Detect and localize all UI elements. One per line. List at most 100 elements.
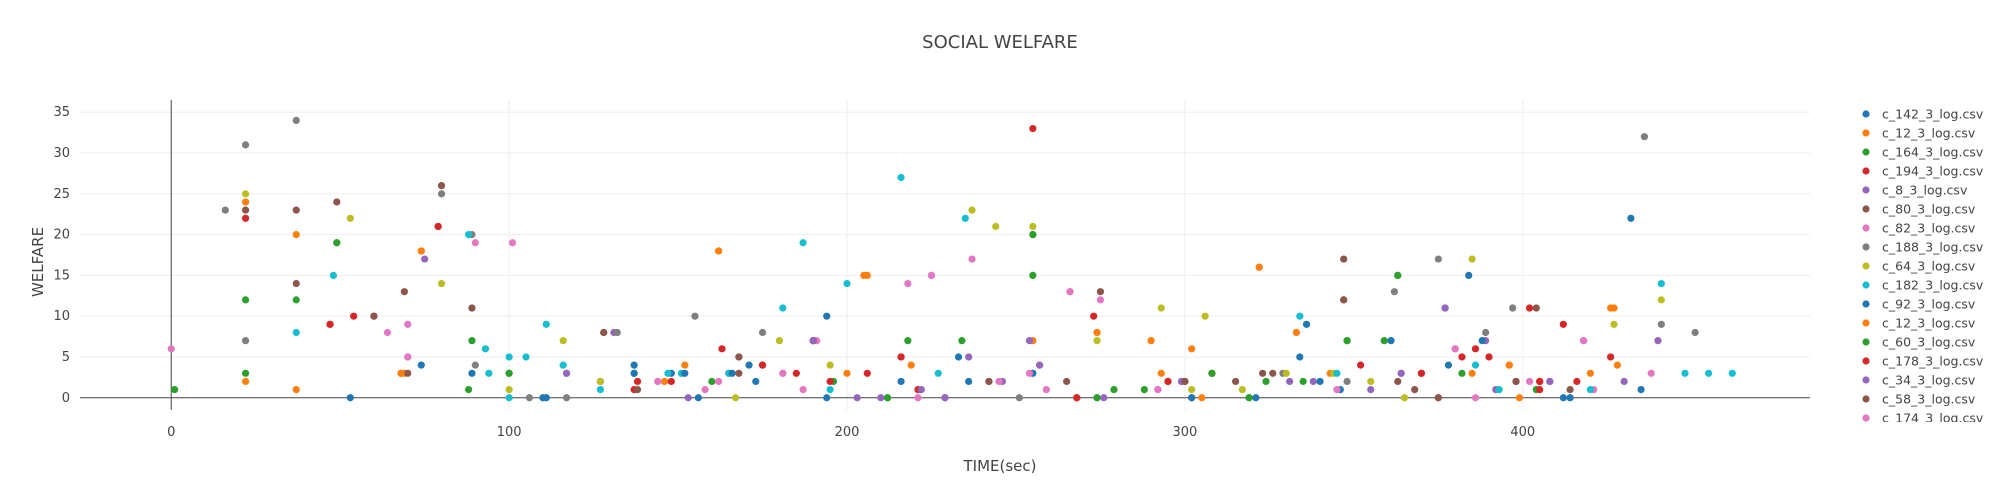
data-point[interactable] (1309, 377, 1317, 386)
data-point[interactable] (823, 312, 831, 320)
data-point[interactable] (995, 377, 1003, 386)
data-point[interactable] (292, 116, 300, 124)
data-point[interactable] (681, 361, 689, 369)
data-point[interactable] (326, 320, 334, 328)
data-point[interactable] (1471, 394, 1480, 402)
data-point[interactable] (883, 394, 892, 402)
legend-item[interactable]: c_12_3_log.csv (1862, 316, 1976, 331)
data-point[interactable] (667, 377, 675, 386)
data-point[interactable] (596, 377, 604, 386)
data-point[interactable] (779, 369, 787, 377)
legend-item[interactable]: c_142_3_log.csv (1862, 107, 1984, 122)
data-point[interactable] (897, 353, 905, 361)
data-point[interactable] (1208, 369, 1216, 377)
data-point[interactable] (346, 214, 354, 222)
data-point[interactable] (1110, 386, 1118, 394)
data-point[interactable] (958, 337, 966, 345)
data-point[interactable] (1620, 377, 1628, 386)
data-point[interactable] (1444, 361, 1453, 369)
data-point[interactable] (171, 386, 179, 394)
data-point[interactable] (1367, 386, 1375, 394)
data-point[interactable] (471, 239, 479, 247)
data-point[interactable] (329, 271, 338, 279)
data-point[interactable] (992, 222, 1000, 231)
data-point[interactable] (630, 361, 638, 369)
data-point[interactable] (1441, 304, 1449, 312)
data-point[interactable] (1164, 377, 1172, 386)
legend-item[interactable]: c_12_3_log.csv (1862, 126, 1976, 141)
data-point[interactable] (1066, 288, 1074, 296)
data-point[interactable] (1647, 369, 1655, 377)
data-point[interactable] (1367, 377, 1375, 386)
data-point[interactable] (860, 271, 868, 279)
data-point[interactable] (1252, 394, 1260, 402)
data-point[interactable] (792, 369, 800, 377)
data-point[interactable] (522, 353, 530, 361)
data-point[interactable] (559, 337, 567, 345)
legend-item[interactable]: c_60_3_log.csv (1862, 335, 1976, 350)
data-point[interactable] (1255, 263, 1263, 271)
data-point[interactable] (809, 337, 817, 345)
data-point[interactable] (1100, 394, 1108, 402)
data-point[interactable] (241, 190, 250, 198)
data-point[interactable] (1471, 361, 1480, 369)
data-point[interactable] (965, 377, 973, 386)
data-point[interactable] (1340, 255, 1348, 263)
data-point[interactable] (1657, 279, 1665, 288)
data-point[interactable] (505, 386, 513, 394)
data-point[interactable] (404, 320, 412, 328)
data-point[interactable] (927, 271, 936, 279)
data-point[interactable] (370, 312, 378, 320)
data-point[interactable] (1188, 386, 1196, 394)
data-point[interactable] (292, 386, 300, 394)
data-point[interactable] (877, 394, 885, 402)
data-point[interactable] (1536, 386, 1544, 394)
legend-item[interactable]: c_182_3_log.csv (1862, 278, 1984, 293)
data-point[interactable] (731, 394, 740, 402)
data-point[interactable] (505, 394, 513, 402)
data-point[interactable] (464, 231, 473, 239)
data-point[interactable] (1282, 369, 1290, 377)
data-point[interactable] (1610, 320, 1618, 328)
data-point[interactable] (241, 214, 250, 222)
legend-item[interactable]: c_64_3_log.csv (1862, 259, 1976, 274)
data-point[interactable] (1468, 369, 1476, 377)
data-point[interactable] (241, 377, 250, 386)
legend-item[interactable]: c_34_3_log.csv (1862, 373, 1976, 388)
data-point[interactable] (1681, 369, 1689, 377)
data-point[interactable] (1468, 255, 1476, 263)
data-point[interactable] (1607, 353, 1615, 361)
data-point[interactable] (1637, 386, 1645, 394)
data-point[interactable] (1657, 320, 1665, 328)
data-point[interactable] (542, 320, 550, 328)
data-point[interactable] (404, 353, 412, 361)
data-point[interactable] (904, 279, 912, 288)
data-point[interactable] (1333, 369, 1341, 377)
data-point[interactable] (1566, 394, 1574, 402)
data-point[interactable] (471, 361, 479, 369)
data-point[interactable] (914, 394, 922, 402)
data-point[interactable] (1525, 377, 1534, 386)
data-point[interactable] (941, 394, 949, 402)
data-point[interactable] (826, 386, 834, 394)
data-point[interactable] (508, 239, 517, 247)
data-point[interactable] (1029, 124, 1037, 133)
data-point[interactable] (1299, 377, 1307, 386)
data-point[interactable] (775, 337, 784, 345)
data-point[interactable] (897, 173, 905, 182)
data-point[interactable] (292, 279, 300, 288)
data-point[interactable] (1586, 386, 1594, 394)
data-point[interactable] (437, 182, 446, 190)
data-point[interactable] (421, 255, 429, 263)
data-point[interactable] (1029, 231, 1037, 239)
data-point[interactable] (1512, 377, 1520, 386)
data-point[interactable] (1093, 328, 1101, 337)
data-point[interactable] (1259, 369, 1267, 377)
data-point[interactable] (1245, 394, 1253, 402)
data-point[interactable] (1157, 304, 1165, 312)
data-point[interactable] (1471, 345, 1480, 353)
data-point[interactable] (350, 312, 358, 320)
data-point[interactable] (1417, 369, 1426, 377)
data-point[interactable] (600, 328, 608, 337)
data-point[interactable] (961, 214, 969, 222)
